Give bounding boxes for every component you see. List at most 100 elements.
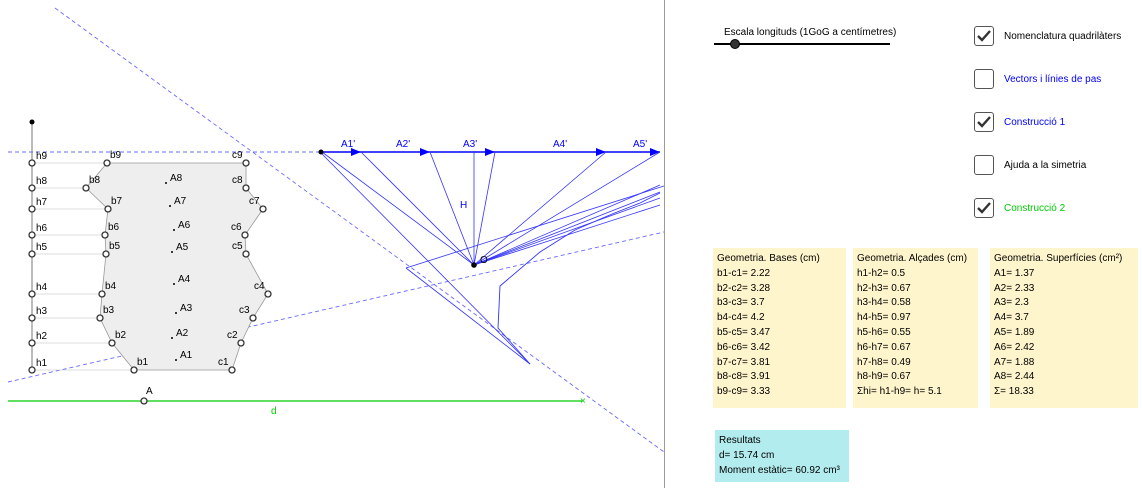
check-icon[interactable]	[974, 198, 994, 218]
checkbox-label: Construcció 1	[1004, 116, 1066, 128]
a-point[interactable]	[140, 397, 148, 405]
heights-row: h1-h2= 0.5	[857, 267, 906, 279]
h-point[interactable]	[28, 339, 36, 347]
arrow-icon	[420, 148, 430, 156]
c-label: c3	[239, 305, 250, 316]
ray-line	[321, 151, 475, 266]
b-point[interactable]	[102, 250, 110, 258]
c-label: c4	[254, 281, 265, 292]
bases-row: b2-c2= 3.28	[717, 282, 771, 294]
h-point[interactable]	[28, 205, 36, 213]
area-centroid-point[interactable]	[171, 337, 173, 339]
check-icon[interactable]	[974, 112, 994, 132]
h-label: h6	[36, 223, 48, 234]
c-label: c1	[218, 357, 229, 368]
c-point[interactable]	[241, 231, 249, 239]
panel-divider[interactable]	[664, 0, 665, 488]
unchecked-box-icon[interactable]	[974, 69, 994, 89]
c-point[interactable]	[242, 159, 250, 167]
area-label: A6	[178, 220, 191, 231]
h-point[interactable]	[28, 159, 36, 167]
slider-knob[interactable]	[730, 39, 740, 49]
c-point[interactable]	[259, 205, 267, 213]
results-box: Resultats d= 15.74 cm Moment estàtic= 60…	[715, 430, 849, 482]
heights-row: h8-h9= 0.67	[857, 371, 911, 383]
checkbox-label: Nomenclatura quadrilàters	[1004, 30, 1122, 42]
area-centroid-point[interactable]	[171, 251, 173, 253]
c-label: c2	[227, 330, 238, 341]
checkbox-nomenclatura[interactable]: Nomenclatura quadrilàters	[974, 26, 1121, 46]
ray-line	[473, 184, 661, 266]
unchecked-box-icon[interactable]	[974, 155, 994, 175]
area-centroid-point[interactable]	[173, 229, 175, 231]
c-point[interactable]	[228, 366, 236, 374]
area-centroid-point[interactable]	[169, 205, 171, 207]
h-label: h8	[36, 176, 48, 187]
h-point[interactable]	[28, 250, 36, 258]
b-label: b3	[103, 305, 115, 316]
h-point[interactable]	[28, 231, 36, 239]
areas-row: A7= 1.88	[994, 356, 1035, 368]
arrow-icon	[485, 148, 495, 156]
heights-table: Geometria. Alçades (cm) h1-h2= 0.5 h2-h3…	[853, 248, 978, 408]
heights-row: h3-h4= 0.58	[857, 297, 911, 309]
checkbox-construccio-2[interactable]: Construcció 2	[974, 198, 1065, 218]
results-row: Moment estàtic= 60.92 cm³	[719, 465, 840, 476]
vector-label: A1'	[341, 139, 355, 150]
arrow-icon	[596, 148, 606, 156]
b-point[interactable]	[82, 184, 90, 192]
area-centroid-point[interactable]	[175, 312, 177, 314]
b-point[interactable]	[104, 205, 112, 213]
b-point[interactable]	[101, 231, 109, 239]
checkbox-vectors[interactable]: Vectors i línies de pas	[974, 69, 1101, 89]
c-label: c7	[249, 196, 260, 207]
c-label: c8	[232, 175, 243, 186]
c-point[interactable]	[249, 314, 257, 322]
area-label: A5	[176, 242, 189, 253]
b-point[interactable]	[103, 159, 111, 167]
c-point[interactable]	[264, 290, 272, 298]
area-centroid-point[interactable]	[173, 283, 175, 285]
heights-row: h4-h5= 0.97	[857, 312, 911, 324]
b-point[interactable]	[96, 314, 104, 322]
h-point[interactable]	[28, 366, 36, 374]
pole-point-o[interactable]	[471, 262, 477, 268]
ray-line	[405, 267, 531, 365]
results-row: d= 15.74 cm	[719, 450, 775, 461]
axis-top-point[interactable]	[29, 119, 35, 125]
h-point[interactable]	[28, 314, 36, 322]
area-centroid-point[interactable]	[175, 359, 177, 361]
h-point[interactable]	[28, 290, 36, 298]
heights-row: h6-h7= 0.67	[857, 341, 911, 353]
c-point[interactable]	[242, 250, 250, 258]
heights-row: Σhi= h1-h9= h= 5.1	[857, 386, 942, 398]
a-label: A	[146, 386, 153, 397]
b-label: b9	[110, 150, 122, 161]
bases-title: Geometria. Bases (cm)	[717, 253, 820, 264]
areas-row: A3= 2.3	[994, 297, 1029, 309]
b-point[interactable]	[108, 339, 116, 347]
bases-row: b4-c4= 4.2	[717, 312, 765, 324]
bases-row: b7-c7= 3.81	[717, 356, 771, 368]
c-point[interactable]	[242, 184, 250, 192]
geometry-canvas[interactable]: × h1 h2 h3 h4 h5 h6 h7 h8 h9 b1 b2 b3 b4 b5 b6 b7 b8 b9 c1 c…	[0, 0, 664, 488]
b-point[interactable]	[130, 366, 138, 374]
results-title: Resultats	[719, 435, 761, 446]
h-point[interactable]	[28, 184, 36, 192]
b-point[interactable]	[98, 290, 106, 298]
area-centroid-point[interactable]	[165, 182, 167, 184]
area-label: A8	[170, 173, 183, 184]
checkbox-construccio-1[interactable]: Construcció 1	[974, 112, 1065, 132]
heights-row: h2-h3= 0.67	[857, 282, 911, 294]
bases-row: b5-c5= 3.47	[717, 326, 771, 338]
slider-track[interactable]	[714, 43, 890, 45]
check-icon[interactable]	[974, 26, 994, 46]
c-point[interactable]	[237, 339, 245, 347]
bases-row: b6-c6= 3.42	[717, 341, 771, 353]
ray-line	[405, 185, 664, 269]
checkbox-simetria[interactable]: Ajuda a la simetria	[974, 155, 1086, 175]
h-label: h9	[36, 151, 48, 162]
areas-row: A4= 3.7	[994, 312, 1029, 324]
origin-vector-point[interactable]	[318, 149, 324, 155]
h-label: h5	[36, 242, 48, 253]
